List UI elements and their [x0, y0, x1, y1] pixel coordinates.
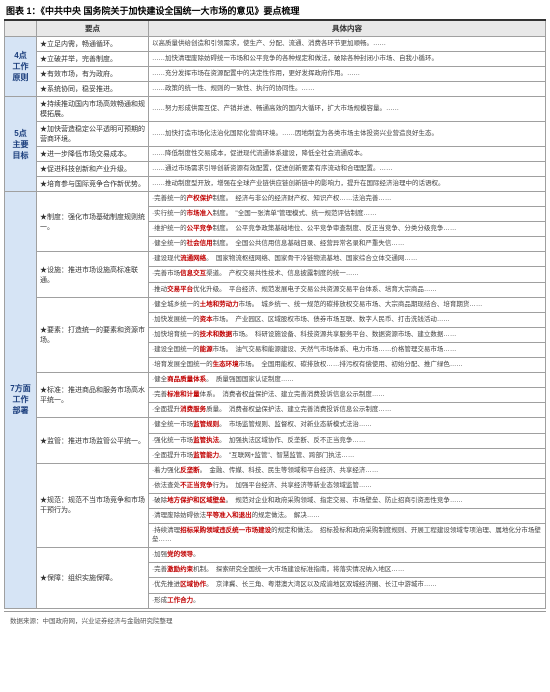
table-body: 4点工作原则★立足内需，畅通循环。以高质量供给创造和引领需求，使生产、分配、流通…	[5, 37, 546, 609]
subhead-cell: ★制度：强化市场基础制度规则统一。	[37, 192, 149, 252]
point-cell: ★有效市场，有为政府。	[37, 67, 149, 82]
point-cell: ★立破并举，完善制度。	[37, 52, 149, 67]
subhead-cell: ★设施：推进市场设施高标准联通。	[37, 252, 149, 297]
data-source: 数据来源：中国政府网，兴业证券经济与金融研究院整理	[4, 611, 546, 628]
detail-cell: ……推动制度型开放，增强在全球产业链供应链创新链中的影响力，提升在国际经济治理中…	[149, 177, 546, 192]
detail-cell: ·全面提升市场监管能力。 "互联网+监管"、智慧监管、跨部门执法……	[149, 448, 546, 463]
detail-cell: ·依法查处不正当竞争行为。 加强平台经济、共享经济等新业态领域监管……	[149, 478, 546, 493]
detail-cell: ·完善统一的产权保护制度。 经济与非公的经济财产权、知识产权……法治完善……	[149, 192, 546, 207]
detail-cell: ·形成工作合力。	[149, 593, 546, 608]
subhead-cell: ★要素：打造统一的要素和资源市场。	[37, 297, 149, 372]
detail-cell: ·建设全国统一的能源市场。 油气交易和能源建设、天然气市场体系、电力市场……价格…	[149, 342, 546, 357]
detail-cell: ·健全统一的社会信用制度。 全国公共信用信息基础目录、经营异常名录和严重失信……	[149, 237, 546, 252]
main-table: 要点 具体内容 4点工作原则★立足内需，畅通循环。以高质量供给创造和引领需求，使…	[4, 19, 546, 609]
detail-cell: ……加快清理废除妨碍统一市场和公平竞争的各种规定和做法，破除各种封闭小市场、自我…	[149, 52, 546, 67]
point-cell: ★立足内需，畅通循环。	[37, 37, 149, 52]
header-blank	[5, 20, 37, 37]
detail-cell: ·健全城乡统一的土地和劳动力市场。 城乡统一、统一规范的碳排放权交易市场、大宗商…	[149, 297, 546, 312]
detail-cell: ·完善市场信息交互渠道。 产权交易共性技术、信息披露制度的统一……	[149, 267, 546, 282]
subhead-cell: ★监管：推进市场监管公平统一。	[37, 418, 149, 463]
detail-cell: ·清理废除妨碍依法平等准入和退出的规定做法。 解决……	[149, 508, 546, 523]
detail-cell: ·破除地方保护和区域壁垒。 规范对企业和政府采购领域、指定交易、市场壁垒、防止招…	[149, 493, 546, 508]
detail-cell: ·完善激励约束机制。 探索研究全国统一大市场建设标准指南，将落实情况纳入地区……	[149, 563, 546, 578]
subhead-cell: ★规范：规范不当市场竞争和市场干预行为。	[37, 463, 149, 548]
subhead-cell: ★保障：组织实施保障。	[37, 548, 149, 608]
detail-cell: ·维护统一的公平竞争制度。 公平竞争政策基础地位、公平竞争审查制度、反正当竞争、…	[149, 222, 546, 237]
detail-cell: ·培育发展全国统一的生态环境市场。 全国用能权、碳排放权……排污权有偿使用、初始…	[149, 358, 546, 373]
figure-title: 图表 1：《中共中央 国务院关于加快建设全国统一大市场的意见》要点梳理	[0, 0, 550, 19]
detail-cell: ……政策的统一性、规则的一致性、执行的协同性。……	[149, 82, 546, 97]
category-cell: 4点工作原则	[5, 37, 37, 97]
detail-cell: ·全面提升消费服务质量。 消费者权益保护法、建立完善消费投诉信息公示制度……	[149, 403, 546, 418]
detail-cell: ·着力强化反垄断。 金融、传媒、科技、民生等领域和平台经济、共享经济……	[149, 463, 546, 478]
detail-cell: ·优先推进区域协作。 京津冀、长三角、粤港澳大湾区以及成渝地区双城经济圈、长江中…	[149, 578, 546, 593]
detail-cell: ……充分发挥市场在资源配置中的决定性作用，更好发挥政府作用。……	[149, 67, 546, 82]
header-point: 要点	[37, 20, 149, 37]
point-cell: ★系统协同，稳妥推进。	[37, 82, 149, 97]
detail-cell: ·实行统一的市场准入制度。 "全国一张清单"管理模式、统一规范评估制度……	[149, 207, 546, 222]
point-cell: ★持续推动国内市场高效畅通和规模拓展。	[37, 97, 149, 122]
detail-cell: ·加强党的领导。	[149, 548, 546, 563]
detail-cell: ·持续清理招标采购领域违反统一市场建设的规定和做法。 招标投标和政府采购制度规则…	[149, 524, 546, 548]
detail-cell: ·加快发展统一的资本市场。 产业园区、区域股权市场、债券市场互联、数字人民币、打…	[149, 312, 546, 327]
detail-cell: ……努力形成供需互促、产销并进、畅通高效的国内大循环，扩大市场规模容量。……	[149, 97, 546, 122]
detail-cell: ·建设现代流通网络。 国家物流枢纽网络、国家骨干冷链物流基地、国家综合立体交通网…	[149, 252, 546, 267]
detail-cell: ·完善标准和计量体系。 消费者权益保护法、建立完善消费投诉信息公示制度……	[149, 388, 546, 403]
detail-cell: ……降低制度性交易成本，促进现代流通体系建设，降低全社会流通成本。	[149, 147, 546, 162]
detail-cell: 以高质量供给创造和引领需求，使生产、分配、流通、消费各环节更加顺畅。……	[149, 37, 546, 52]
subhead-cell: ★标准：推进商品和服务市场高水平统一。	[37, 373, 149, 418]
detail-cell: ·强化统一市场监管执法。 加强执法区域协作、反垄断、反不正当竞争……	[149, 433, 546, 448]
category-cell: 7方面工作部署	[5, 192, 37, 609]
detail-cell: ·加快培育统一的技术和数据市场。 科研设施设备、科技资源共享服务平台、数据资源市…	[149, 327, 546, 342]
detail-cell: ·推动交易平台优化升级。 平台经济、规范发展电子交易公共资源交易平台体系、培育大…	[149, 282, 546, 297]
header-detail: 具体内容	[149, 20, 546, 37]
detail-cell: ……通过市场需求引导创新资源有效配置，促进创新要素有序流动和合理配置。……	[149, 162, 546, 177]
point-cell: ★培育参与国际竞争合作新优势。	[37, 177, 149, 192]
detail-cell: ·健全商品质量体系。 质量强国国家认证制度……	[149, 373, 546, 388]
point-cell: ★进一步降低市场交易成本。	[37, 147, 149, 162]
detail-cell: ·健全统一市场监管规则。 市场监管规则、监督权、对新业态新模式法治……	[149, 418, 546, 433]
point-cell: ★促进科技创新和产业升级。	[37, 162, 149, 177]
point-cell: ★加快营造稳定公平透明可预期的营商环境。	[37, 122, 149, 147]
detail-cell: ……加快打造市场化法治化国际化营商环境。……因地制宜为各类市场主体投资兴业营造良…	[149, 122, 546, 147]
table-container: 要点 具体内容 4点工作原则★立足内需，畅通循环。以高质量供给创造和引领需求，使…	[0, 19, 550, 609]
category-cell: 5点主要目标	[5, 97, 37, 192]
